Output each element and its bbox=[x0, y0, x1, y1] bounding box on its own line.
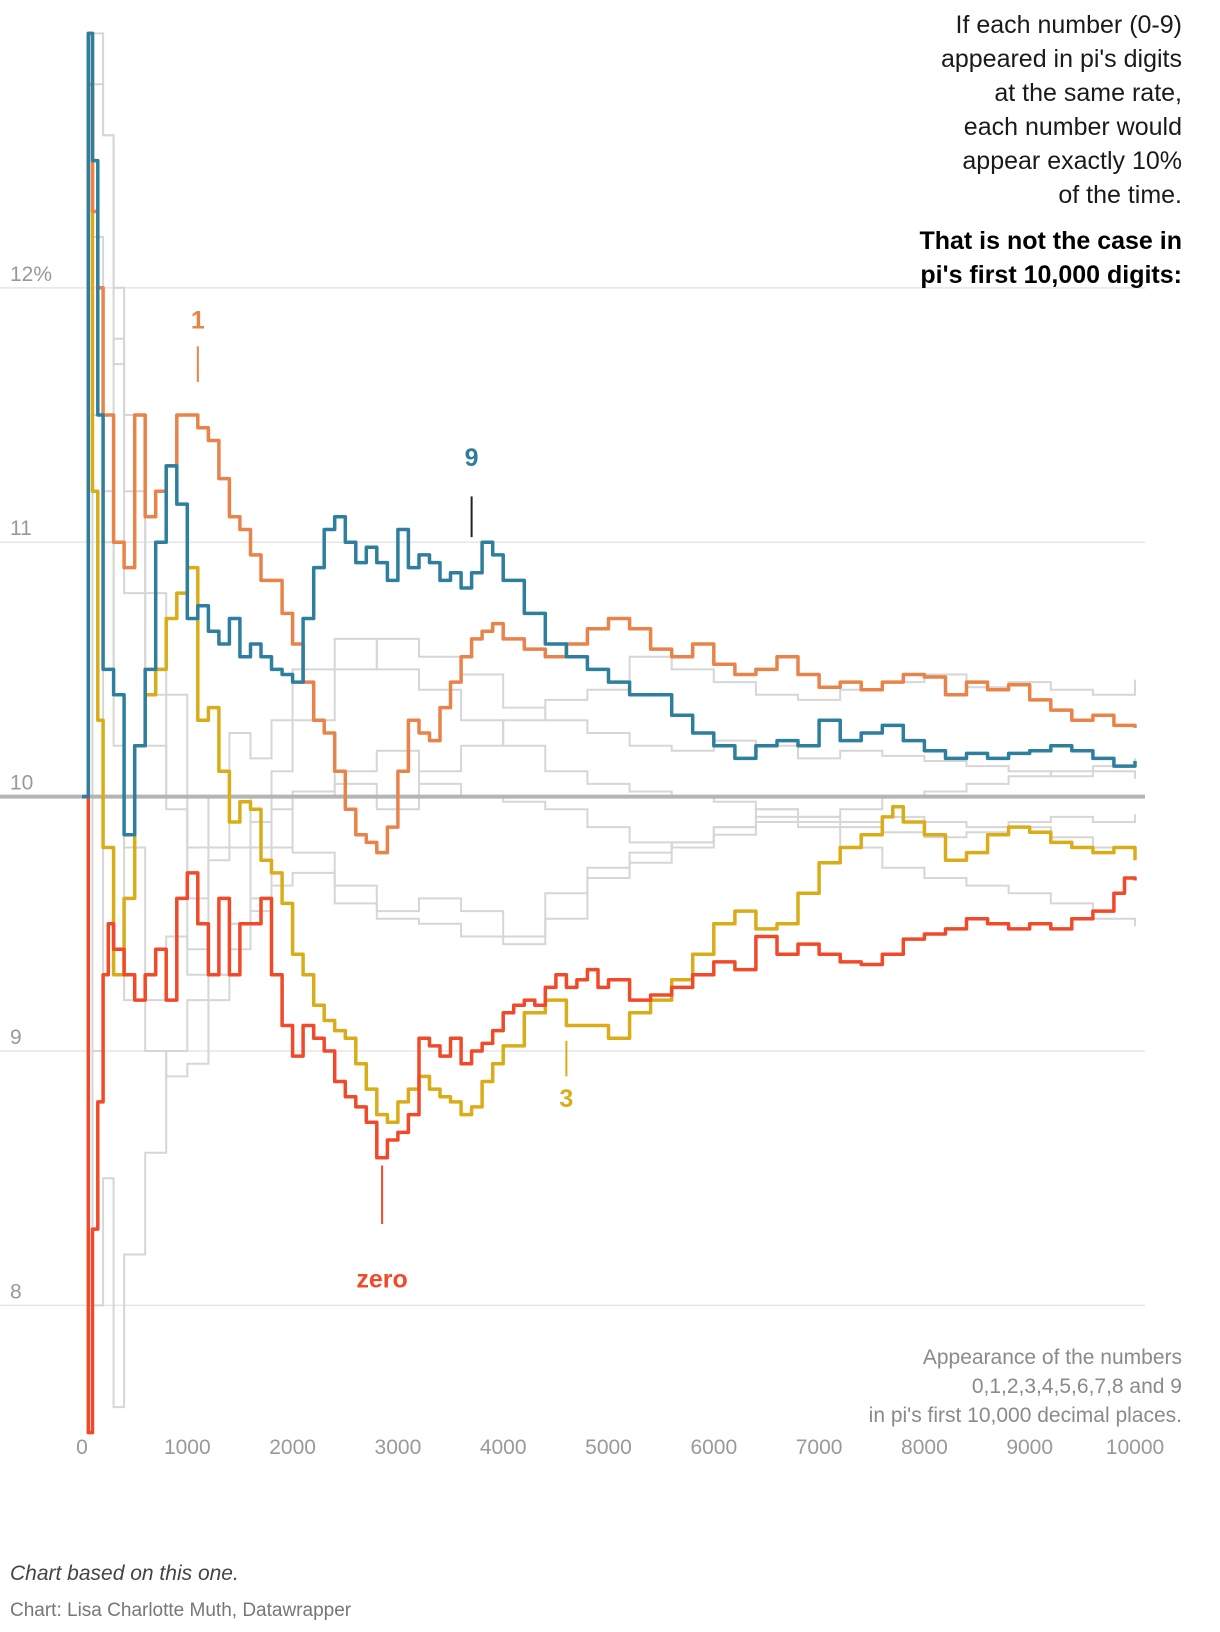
x-tick-label: 10000 bbox=[1106, 1436, 1164, 1459]
series-line-digit-5 bbox=[82, 337, 1136, 1052]
series-label-zero: zero bbox=[356, 1266, 407, 1294]
chart-note: Appearance of the numbers 0,1,2,3,4,5,6,… bbox=[762, 1343, 1182, 1430]
x-tick-label: 6000 bbox=[690, 1436, 737, 1459]
x-tick-label: 1000 bbox=[164, 1436, 211, 1459]
series-line-digit-6 bbox=[82, 795, 1136, 1409]
y-tick-label: 8 bbox=[10, 1280, 22, 1303]
x-tick-label: 5000 bbox=[585, 1436, 632, 1459]
intro-line: If each number (0-9) bbox=[955, 11, 1183, 39]
note-line: 0,1,2,3,4,5,6,7,8 and 9 bbox=[971, 1375, 1182, 1398]
series-annotations: zero 1 3 9 bbox=[191, 307, 573, 1294]
x-tick-label: 2000 bbox=[269, 1436, 316, 1459]
intro-emphasis: pi's first 10,000 digits: bbox=[920, 261, 1182, 289]
y-tick-label: 11 bbox=[10, 517, 32, 540]
intro-line: at the same rate, bbox=[994, 79, 1182, 107]
series-line-digit-9 bbox=[82, 31, 1137, 837]
chart-credit: Chart: Lisa Charlotte Muth, Datawrapper bbox=[10, 1600, 352, 1621]
y-tick-label: 12% bbox=[10, 263, 52, 286]
series-line-zero bbox=[82, 794, 1137, 1435]
y-tick-label: 9 bbox=[10, 1026, 22, 1049]
intro-line: each number would bbox=[963, 113, 1182, 141]
chart-intro: If each number (0-9) appeared in pi's di… bbox=[762, 8, 1182, 292]
x-tick-label: 4000 bbox=[480, 1436, 527, 1459]
series-label-1: 1 bbox=[191, 307, 205, 335]
note-line: Appearance of the numbers bbox=[922, 1346, 1182, 1369]
y-axis: 8 9 10 11 12% bbox=[10, 263, 52, 1304]
intro-line: of the time. bbox=[1058, 181, 1182, 209]
x-tick-label: 3000 bbox=[375, 1436, 422, 1459]
series-label-3: 3 bbox=[559, 1085, 573, 1113]
intro-line: appear exactly 10% bbox=[962, 147, 1182, 175]
x-axis: 0 1000 2000 3000 4000 5000 6000 7000 8000 9000 100… bbox=[76, 1436, 1164, 1459]
note-line: in pi's first 10,000 decimal places. bbox=[868, 1404, 1182, 1427]
series-line-digit-1 bbox=[82, 31, 1137, 855]
x-tick-label: 0 bbox=[76, 1436, 88, 1459]
x-tick-label: 9000 bbox=[1006, 1436, 1053, 1459]
x-tick-label: 8000 bbox=[901, 1436, 948, 1459]
series-label-9: 9 bbox=[465, 444, 479, 472]
highlighted-digit-lines bbox=[82, 31, 1137, 1435]
intro-line: appeared in pi's digits bbox=[940, 45, 1182, 73]
y-tick-label: 10 bbox=[10, 772, 33, 795]
series-line-digit-7 bbox=[82, 414, 1136, 1078]
source-link[interactable]: Chart based on this one. bbox=[10, 1562, 239, 1585]
intro-emphasis: That is not the case in bbox=[919, 227, 1182, 255]
x-tick-label: 7000 bbox=[796, 1436, 843, 1459]
